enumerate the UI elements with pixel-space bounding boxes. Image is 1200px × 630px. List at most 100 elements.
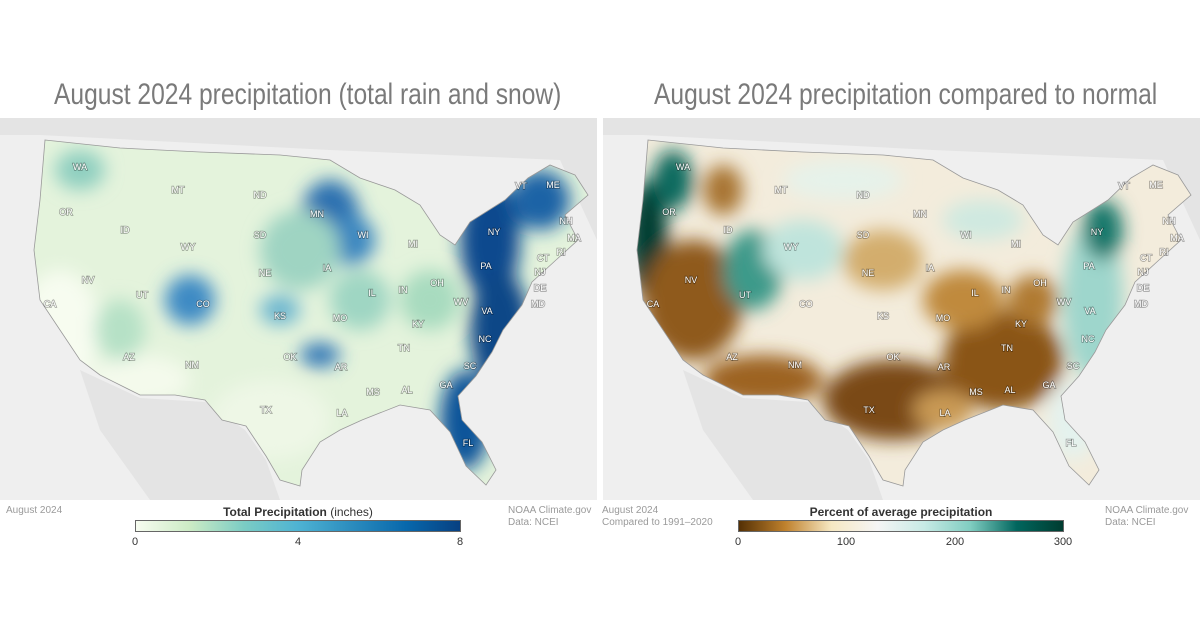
- state-label-ks: KS: [877, 311, 889, 321]
- precip-region: [843, 230, 923, 290]
- state-label-mo: MO: [333, 313, 348, 323]
- precip-region: [400, 270, 460, 330]
- right-credit: NOAA Climate.gov: [1105, 505, 1189, 516]
- state-label-tn: TN: [398, 343, 410, 353]
- state-label-or: OR: [59, 207, 73, 217]
- state-label-wy: WY: [784, 242, 799, 252]
- state-label-ma: MA: [1170, 233, 1184, 243]
- state-label-ne: NE: [259, 268, 272, 278]
- state-label-ut: UT: [136, 290, 148, 300]
- state-label-wv: WV: [454, 297, 469, 307]
- us-outline: [636, 139, 1192, 487]
- state-label-nj: NJ: [1138, 267, 1149, 277]
- state-label-or: OR: [662, 207, 676, 217]
- state-label-vt: VT: [515, 181, 527, 191]
- state-label-oh: OH: [1033, 278, 1047, 288]
- precip-region: [1008, 275, 1058, 325]
- state-label-nm: NM: [185, 360, 199, 370]
- state-label-de: DE: [1137, 283, 1150, 293]
- precip-region: [923, 270, 1003, 330]
- state-label-ar: AR: [335, 362, 348, 372]
- state-label-mo: MO: [936, 313, 951, 323]
- state-label-nv: NV: [685, 275, 698, 285]
- state-label-va: VA: [481, 306, 492, 316]
- state-label-pa: PA: [480, 261, 491, 271]
- state-label-la: LA: [336, 408, 347, 418]
- precip-region: [1083, 200, 1123, 260]
- state-label-ri: RI: [557, 247, 566, 257]
- state-label-ca: CA: [647, 299, 660, 309]
- state-label-nd: ND: [254, 190, 267, 200]
- state-label-ms: MS: [366, 387, 380, 397]
- state-label-vt: VT: [1118, 181, 1130, 191]
- state-label-mi: MI: [408, 239, 418, 249]
- state-label-wi: WI: [961, 230, 972, 240]
- canada-land: [603, 118, 1200, 240]
- state-label-ky: KY: [1015, 319, 1027, 329]
- state-label-az: AZ: [726, 352, 738, 362]
- right-colorbar: [738, 520, 1064, 532]
- state-label-ma: MA: [567, 233, 581, 243]
- state-label-ga: GA: [1042, 380, 1055, 390]
- legend-title-unit: (inches): [326, 505, 373, 519]
- state-label-ia: IA: [926, 263, 935, 273]
- canada-land: [0, 118, 597, 240]
- state-label-nj: NJ: [535, 267, 546, 277]
- state-labels: WA OR ID MT WY ND SD NE KS OK TX NM AZ UT CO NV CA MN IA MO…: [646, 161, 1185, 449]
- left-tick: 4: [294, 536, 302, 548]
- state-label-nd: ND: [857, 190, 870, 200]
- left-source: Data: NCEI: [508, 517, 559, 528]
- precip-region: [165, 275, 215, 325]
- state-label-la: LA: [939, 408, 950, 418]
- right-map-title: August 2024 precipitation compared to no…: [654, 78, 1158, 111]
- precip-region: [330, 270, 390, 330]
- state-label-ga: GA: [439, 380, 452, 390]
- right-date: August 2024: [602, 505, 659, 516]
- state-label-mi: MI: [1011, 239, 1021, 249]
- right-tick: 0: [734, 536, 742, 548]
- state-label-pa: PA: [1083, 261, 1094, 271]
- precip-region: [95, 300, 145, 360]
- precip-region: [703, 165, 743, 215]
- mexico-land: [683, 370, 883, 500]
- state-label-nh: NH: [1163, 216, 1176, 226]
- state-label-ri: RI: [1160, 247, 1169, 257]
- state-label-il: IL: [971, 288, 979, 298]
- state-label-tx: TX: [260, 405, 272, 415]
- left-legend-title: Total Precipitation (inches): [128, 505, 468, 519]
- right-baseline: Compared to 1991–2020: [602, 517, 713, 528]
- state-label-ia: IA: [323, 263, 332, 273]
- precip-region: [260, 210, 340, 290]
- state-label-oh: OH: [430, 278, 444, 288]
- precip-region: [653, 150, 693, 210]
- state-label-sd: SD: [857, 230, 870, 240]
- state-label-ca: CA: [44, 299, 57, 309]
- state-label-sd: SD: [254, 230, 267, 240]
- state-label-wv: WV: [1057, 297, 1072, 307]
- precip-region: [763, 220, 843, 280]
- state-label-tx: TX: [863, 405, 875, 415]
- left-colorbar: [135, 520, 461, 532]
- state-label-wa: WA: [676, 162, 690, 172]
- state-label-sc: SC: [464, 361, 477, 371]
- precip-region: [1048, 380, 1098, 460]
- state-label-al: AL: [401, 385, 412, 395]
- state-label-tn: TN: [1001, 343, 1013, 353]
- state-label-nc: NC: [1082, 334, 1095, 344]
- state-label-nm: NM: [788, 360, 802, 370]
- precip-region: [643, 240, 743, 360]
- left-date: August 2024: [6, 505, 63, 516]
- state-label-va: VA: [1084, 306, 1095, 316]
- state-label-me: ME: [546, 180, 560, 190]
- mexico-land: [80, 370, 280, 500]
- state-label-nh: NH: [560, 216, 573, 226]
- state-label-fl: FL: [463, 438, 474, 448]
- state-label-wi: WI: [358, 230, 369, 240]
- state-label-ms: MS: [969, 387, 983, 397]
- precip-region: [943, 200, 1023, 240]
- state-label-mt: MT: [775, 185, 788, 195]
- left-credit: NOAA Climate.gov: [508, 505, 592, 516]
- state-label-md: MD: [1134, 299, 1148, 309]
- state-label-ny: NY: [1091, 227, 1104, 237]
- state-label-me: ME: [1149, 180, 1163, 190]
